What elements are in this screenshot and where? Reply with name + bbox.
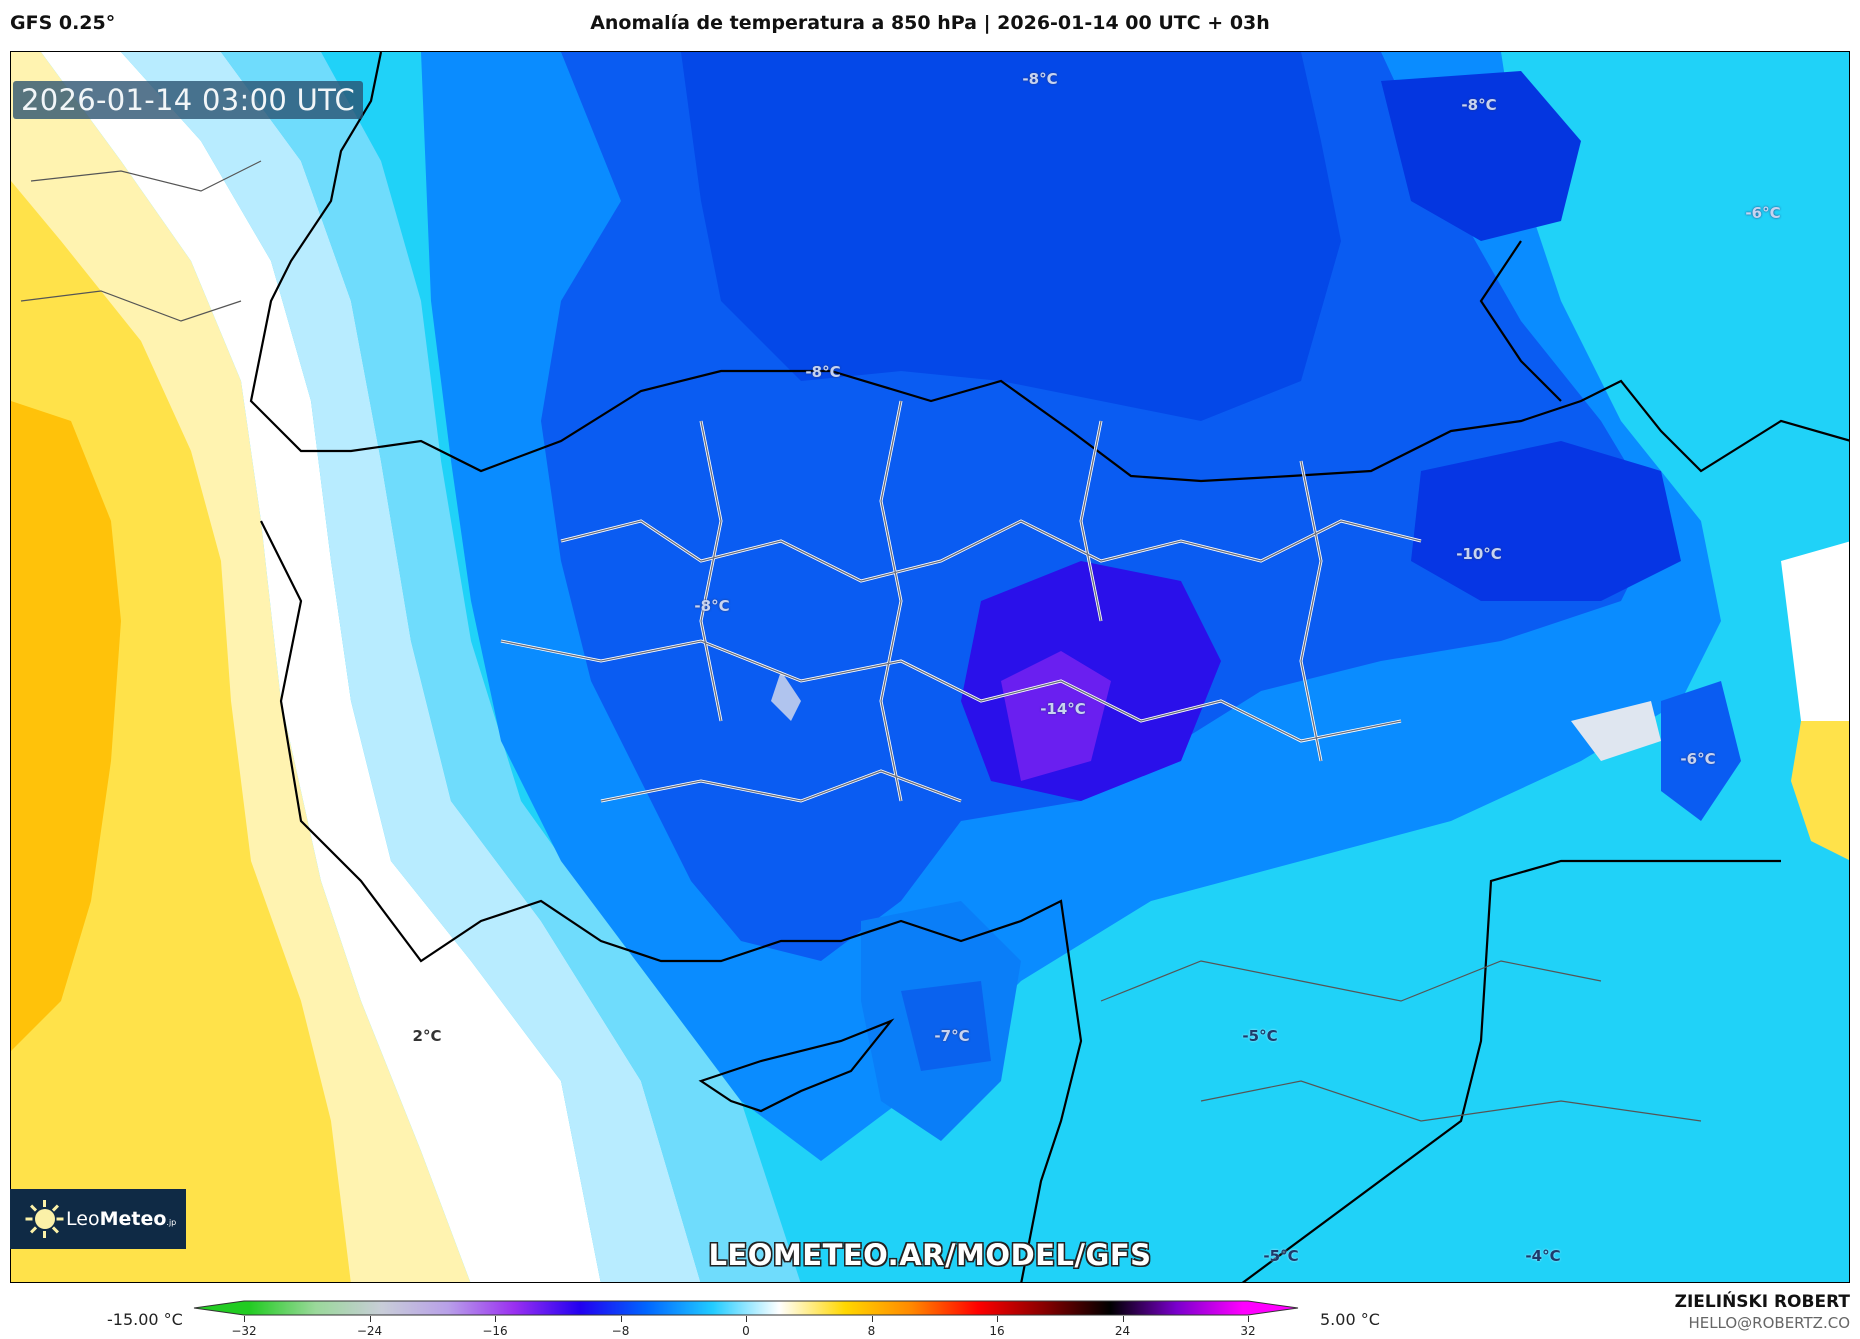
anomaly-map: 2026-01-14 03:00 UTC -8°C -8°C -6°C -8°C -10…	[10, 51, 1850, 1283]
colorbar-tick-label: 8	[867, 1324, 876, 1338]
colorbar-tick-label: 32	[1240, 1324, 1256, 1338]
colorbar-tick-label: 0	[742, 1324, 750, 1338]
author-email: HELLO@ROBERTZ.CO	[1688, 1314, 1850, 1332]
contour-label: 2°C	[412, 1027, 442, 1045]
author-credit: ZIELIŃSKI ROBERT HELLO@ROBERTZ.CO	[1675, 1292, 1850, 1332]
colorbar-tick	[997, 1316, 998, 1322]
contour-label: -6°C	[1745, 204, 1781, 222]
source-watermark: LEOMETEO.AR/MODEL/GFS	[708, 1238, 1152, 1272]
colorbar-min-label: -15.00 °C	[107, 1310, 183, 1329]
colorbar-tick	[620, 1316, 622, 1322]
contour-label: -5°C	[1263, 1247, 1299, 1265]
contour-label: -8°C	[694, 597, 730, 615]
contour-label: -6°C	[1680, 750, 1716, 768]
colorbar-tick	[244, 1316, 245, 1322]
colorbar-tick	[746, 1316, 747, 1322]
map-shading	[11, 52, 1849, 1282]
colorbar-tick-label: −32	[231, 1324, 257, 1338]
colorbar-tick-label: −16	[482, 1324, 508, 1338]
colorbar-tick	[369, 1316, 371, 1322]
colorbar-tick-label: −8	[611, 1324, 630, 1338]
colorbar-gradient	[193, 1300, 1299, 1316]
contour-label: -8°C	[1461, 96, 1497, 114]
contour-label: -8°C	[805, 363, 841, 381]
model-label: GFS 0.25°	[10, 12, 116, 34]
colorbar-tick	[871, 1316, 873, 1322]
colorbar-max-label: 5.00 °C	[1320, 1310, 1380, 1329]
leometeo-logo: LeoMeteo.jp	[10, 1189, 186, 1249]
colorbar: -15.00 °C −32 −24 −16 −8 0 8 16 24 32 5.00 °C	[0, 1290, 1860, 1339]
colorbar-tick	[1122, 1316, 1124, 1322]
colorbar-tick-label: 16	[989, 1324, 1005, 1338]
logo-text: LeoMeteo.jp	[66, 1208, 177, 1230]
colorbar-tick-label: −24	[356, 1324, 383, 1338]
colorbar-tick	[1248, 1316, 1249, 1322]
contour-label: -4°C	[1525, 1247, 1561, 1265]
sun-icon	[25, 1200, 64, 1238]
contour-label: -14°C	[1040, 700, 1086, 718]
colorbar-tick	[495, 1316, 496, 1322]
colorbar-tick-label: 24	[1114, 1324, 1131, 1338]
contour-label: -10°C	[1456, 545, 1502, 563]
contour-label: -8°C	[1022, 70, 1058, 88]
contour-label: -7°C	[934, 1027, 970, 1045]
author-name: ZIELIŃSKI ROBERT	[1674, 1292, 1850, 1312]
chart-title: Anomalía de temperatura a 850 hPa | 2026…	[590, 12, 1270, 34]
contour-label: -5°C	[1242, 1027, 1278, 1045]
valid-time-badge: 2026-01-14 03:00 UTC	[13, 81, 364, 119]
